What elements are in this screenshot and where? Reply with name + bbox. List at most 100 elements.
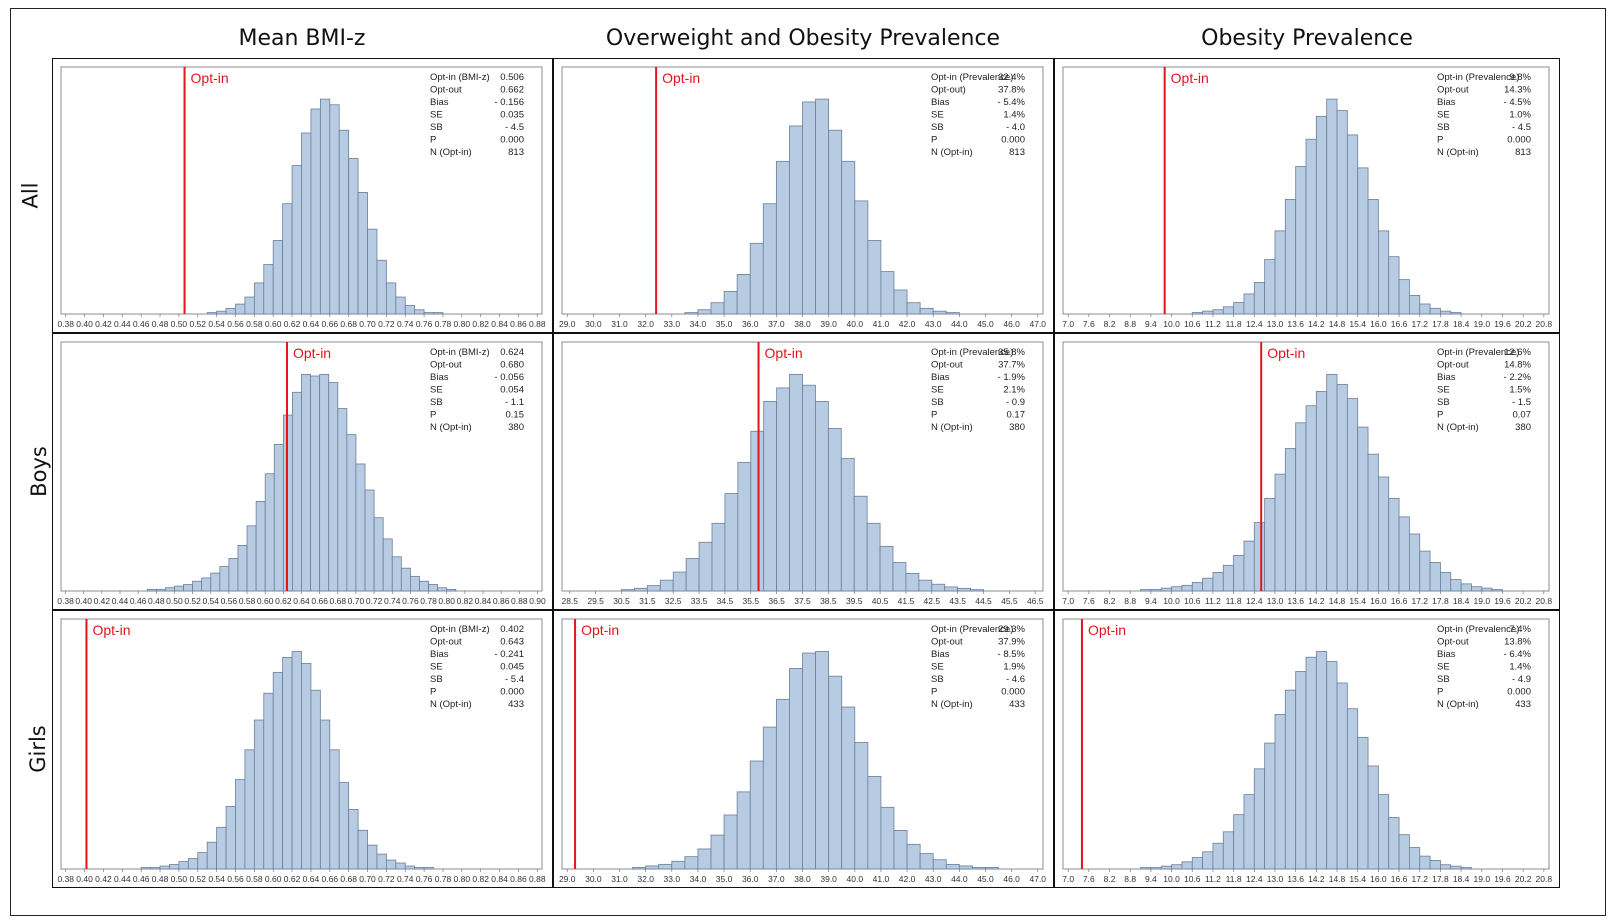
x-tick-label: 0.72 (378, 874, 395, 884)
histogram-bar (1377, 230, 1390, 315)
x-tick-label: 0.64 (303, 874, 320, 884)
histogram-bar (1160, 865, 1172, 870)
histogram-bar (645, 865, 660, 870)
histogram-bar (710, 834, 725, 870)
x-tick-label: 36.0 (742, 319, 759, 329)
x-tick-label: 15.4 (1349, 596, 1366, 606)
x-tick-label: 7.6 (1083, 874, 1095, 884)
histogram-bar (697, 848, 712, 870)
x-tick-label: 43.0 (925, 874, 942, 884)
stat-label: P (1437, 135, 1443, 146)
histogram-bar (404, 865, 416, 870)
histogram-svg: 28.5 29.5 30.5 31.5 32.5 33.5 34.5 35.5 36.5 37.5… (561, 341, 1044, 606)
histogram-bar (815, 401, 829, 592)
x-tick-label: 0.52 (189, 319, 206, 329)
x-tick-label: 39.5 (846, 596, 863, 606)
x-tick-label: 37.0 (768, 874, 785, 884)
histogram-bar (385, 859, 397, 870)
stat-label: Bias (430, 372, 449, 383)
x-tick-label: 8.8 (1124, 874, 1136, 884)
opt-in-label: Opt-in (581, 622, 619, 638)
x-tick-label: 20.2 (1515, 319, 1532, 329)
row-title-all: All (18, 182, 43, 209)
x-tick-label: 13.0 (1267, 874, 1284, 884)
histogram-bar (1440, 572, 1452, 592)
histogram-bar (446, 588, 457, 592)
histogram-bar (1409, 533, 1421, 592)
histogram-bar (235, 779, 246, 870)
x-tick-label: 0.52 (189, 874, 206, 884)
x-tick-label: 11.2 (1205, 874, 1221, 884)
stat-value: - 4.5 (505, 122, 524, 133)
x-tick-label: 0.68 (340, 874, 357, 884)
histogram-bar (1398, 279, 1410, 315)
histogram-bar (723, 290, 738, 315)
x-tick-label: 38.0 (794, 319, 811, 329)
x-tick-label: 0.78 (420, 596, 437, 606)
x-tick-label: 14.2 (1308, 596, 1325, 606)
stat-label: Opt-out (430, 85, 462, 96)
opt-in-label: Opt-in (765, 345, 803, 361)
x-tick-label: 0.40 (76, 319, 93, 329)
histogram-bar (672, 571, 687, 592)
stat-value: 0.15 (506, 410, 525, 421)
stat-value: - 4.6 (1006, 674, 1025, 685)
stat-value: 433 (1009, 699, 1025, 710)
histogram-bar (1429, 860, 1441, 870)
histogram-bar (373, 517, 384, 592)
x-tick-label: 17.8 (1432, 596, 1449, 606)
histogram-bar (253, 719, 265, 870)
x-tick-label: 0.74 (397, 874, 414, 884)
stat-value: - 0.156 (494, 97, 524, 108)
histogram-bar (866, 522, 881, 592)
stat-value: - 1.9% (998, 372, 1026, 383)
x-tick-label: 40.0 (847, 874, 864, 884)
x-tick-label: 0.44 (114, 319, 131, 329)
histogram-bar (1481, 587, 1493, 592)
histogram-bar (1336, 682, 1348, 870)
stat-label: Opt-in (BMI-z) (430, 72, 490, 83)
histogram-bar (1284, 689, 1297, 870)
x-tick-label: 0.66 (311, 596, 328, 606)
x-tick-label: 7.6 (1083, 319, 1095, 329)
histogram-boys-2: 28.5 29.5 30.5 31.5 32.5 33.5 34.5 35.5 36.5 37.5… (553, 333, 1054, 610)
histogram-bar (206, 841, 218, 870)
histogram-bar (272, 240, 284, 315)
histogram-bar (1243, 293, 1255, 315)
x-tick-label: 41.0 (873, 319, 890, 329)
histogram-bar (1191, 582, 1203, 592)
x-tick-label: 34.0 (690, 874, 707, 884)
histogram-bar (985, 867, 999, 870)
stat-label: P (1437, 410, 1443, 421)
stat-label: Bias (430, 97, 449, 108)
histogram-bar (337, 408, 348, 592)
histogram-bar (292, 391, 302, 592)
histogram-svg: 29.0 30.0 31.0 32.0 33.0 34.0 35.0 36.0 37.0 38.0… (559, 66, 1046, 329)
stat-value: 37.7% (998, 360, 1025, 371)
stat-label: Opt-in (Prevalence) (931, 347, 1013, 358)
stat-value: 813 (1009, 147, 1025, 158)
stat-label: Opt-out) (931, 85, 966, 96)
histogram-bar (892, 562, 907, 592)
histogram-bar (346, 434, 357, 592)
histogram-bar (255, 501, 266, 592)
histogram-svg: 7.0 7.6 8.2 8.8 9.4 10.0 10.6 11.2 11.8 12.4 13.0 1… (1062, 66, 1552, 329)
x-tick-label: 0.58 (239, 596, 256, 606)
histogram-bar (376, 259, 387, 315)
stat-label: N (Opt-in) (931, 699, 973, 710)
stat-value: 0.000 (500, 687, 524, 698)
histogram-bar (310, 689, 321, 870)
stat-value: 0.643 (500, 637, 524, 648)
stat-value: 2.1% (1003, 385, 1025, 396)
stat-label: SB (931, 674, 944, 685)
x-tick-label: 13.0 (1267, 319, 1284, 329)
histogram-bar (905, 572, 920, 592)
stat-label: SE (430, 110, 443, 121)
x-tick-label: 13.6 (1287, 596, 1304, 606)
histogram-bar (1429, 307, 1441, 315)
x-tick-label: 29.0 (559, 874, 576, 884)
histogram-bar (828, 129, 843, 315)
histogram-bar (658, 863, 673, 870)
histogram-bar (183, 584, 193, 592)
stat-label: P (430, 410, 436, 421)
